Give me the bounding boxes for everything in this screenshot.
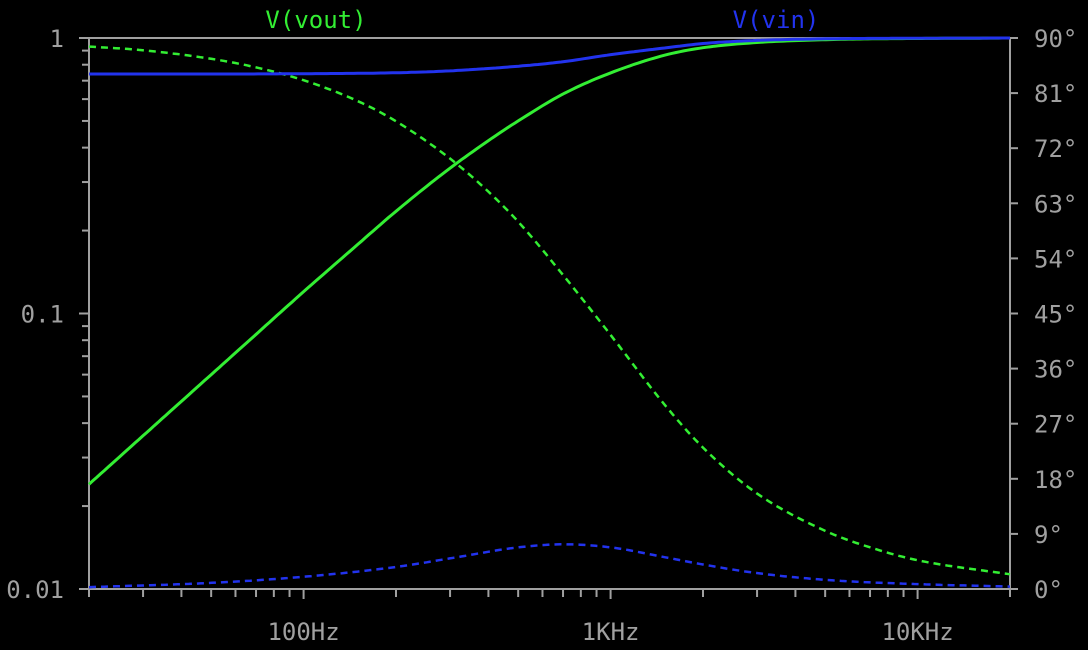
v-vin-magnitude-line xyxy=(89,36,1010,76)
y-right-tick-label: 0° xyxy=(1034,576,1063,604)
legend-label: V(vin) xyxy=(733,6,820,34)
x-tick-label: 1KHz xyxy=(582,618,640,646)
v-vout-magnitude-line xyxy=(87,36,1010,486)
legend-label: V(vout) xyxy=(265,6,366,34)
ticks-layer xyxy=(79,37,1018,599)
plot-frame xyxy=(88,37,1011,590)
y-right-tick-label: 45° xyxy=(1034,301,1077,329)
legend: V(vout) V(vin) xyxy=(265,6,819,34)
y-right-tick-label: 72° xyxy=(1034,135,1077,163)
y-right-tick-label: 63° xyxy=(1034,190,1077,218)
y-right-tick-label: 90° xyxy=(1034,25,1077,53)
y-left-tick-label: 1 xyxy=(50,25,64,53)
traces-layer xyxy=(87,36,1011,589)
v-vout-phase-line xyxy=(88,45,1011,576)
y-right-tick-label: 9° xyxy=(1034,521,1063,549)
x-tick-label: 10KHz xyxy=(881,618,953,646)
x-tick-label: 100Hz xyxy=(267,618,339,646)
y-right-tick-label: 18° xyxy=(1034,466,1077,494)
y-right-tick-label: 27° xyxy=(1034,411,1077,439)
y-right-tick-label: 81° xyxy=(1034,80,1077,108)
y-left-tick-label: 0.1 xyxy=(21,301,64,329)
y-left-tick-label: 0.01 xyxy=(6,576,64,604)
labels-layer: 100Hz 1KHz 10KHz 1 0.1 0.01 90° 81° 72° 63° 54° 45°… xyxy=(6,25,1077,646)
v-vin-phase-line xyxy=(88,543,1011,589)
y-right-tick-label: 36° xyxy=(1034,356,1077,384)
y-right-tick-label: 54° xyxy=(1034,245,1077,273)
